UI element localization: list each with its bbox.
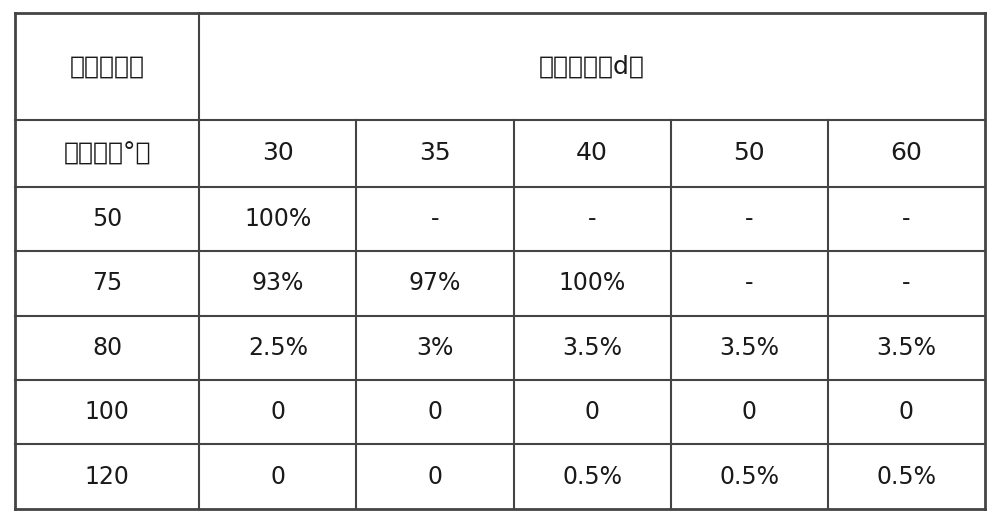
Text: 0: 0: [270, 400, 285, 424]
Text: -: -: [745, 271, 754, 295]
Text: -: -: [431, 207, 439, 231]
Text: 80: 80: [92, 336, 122, 360]
Text: 97%: 97%: [409, 271, 461, 295]
Text: 0: 0: [742, 400, 757, 424]
Text: 120: 120: [85, 465, 130, 489]
Text: -: -: [902, 271, 911, 295]
Text: 93%: 93%: [252, 271, 304, 295]
Text: 3%: 3%: [416, 336, 454, 360]
Text: 100: 100: [85, 400, 130, 424]
Text: 0: 0: [270, 465, 285, 489]
Text: 0: 0: [585, 400, 600, 424]
Text: 75: 75: [92, 271, 122, 295]
Text: -: -: [588, 207, 596, 231]
Text: 40: 40: [576, 141, 608, 165]
Text: 3.5%: 3.5%: [719, 336, 779, 360]
Text: 0.5%: 0.5%: [562, 465, 622, 489]
Text: -: -: [745, 207, 754, 231]
Text: 浆果裂口开: 浆果裂口开: [70, 54, 145, 78]
Text: 0: 0: [899, 400, 914, 424]
Text: 3.5%: 3.5%: [876, 336, 936, 360]
Text: 0.5%: 0.5%: [876, 465, 936, 489]
Text: 0: 0: [428, 465, 443, 489]
Text: 60: 60: [890, 141, 922, 165]
Text: -: -: [902, 207, 911, 231]
Text: 50: 50: [733, 141, 765, 165]
Text: 100%: 100%: [559, 271, 626, 295]
Text: 2.5%: 2.5%: [248, 336, 308, 360]
Text: 0: 0: [428, 400, 443, 424]
Text: 100%: 100%: [244, 207, 311, 231]
Text: 口角度（°）: 口角度（°）: [63, 141, 151, 165]
Text: 30: 30: [262, 141, 294, 165]
Text: 50: 50: [92, 207, 122, 231]
Text: 0.5%: 0.5%: [719, 465, 779, 489]
Text: 播种时间（d）: 播种时间（d）: [539, 54, 645, 78]
Text: 35: 35: [419, 141, 451, 165]
Text: 3.5%: 3.5%: [562, 336, 622, 360]
